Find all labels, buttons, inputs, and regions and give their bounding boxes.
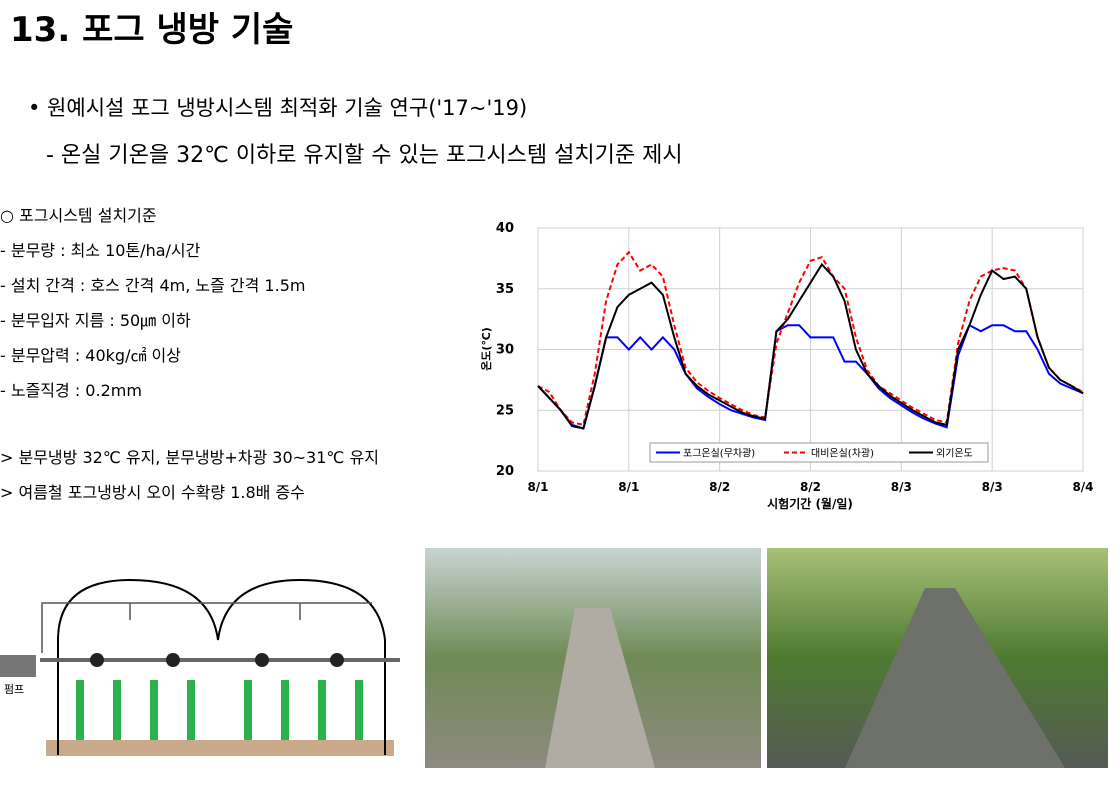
chart: 온도(℃) 시험기간 (월/일) 20 25 30 35 40 8/1 8/1 8/2 8/2 8… — [480, 221, 1094, 511]
result: > 분무냉방 32℃ 유지, 분무냉방+차광 30~31℃ 유지 — [0, 448, 379, 467]
result: > 여름철 포그냉방시 오이 수확량 1.8배 증수 — [0, 483, 305, 502]
slide-title: 13. 포그 냉방 기술 — [10, 10, 294, 50]
y-tick-label: 40 — [496, 221, 514, 236]
x-tick-label: 8/1 — [618, 480, 639, 494]
x-tick-label: 8/2 — [709, 480, 730, 494]
soil — [46, 740, 394, 756]
x-axis-title: 시험기간 (월/일) — [767, 496, 853, 511]
pump-label: 펌프 — [4, 683, 24, 696]
x-tick-label: 8/3 — [891, 480, 912, 494]
criteria-item: - 분무입자 지름 : 50㎛ 이하 — [0, 311, 191, 330]
fans — [90, 653, 344, 667]
y-tick-label: 30 — [496, 343, 514, 358]
legend-box — [649, 442, 989, 463]
x-tick-label: 8/3 — [982, 480, 1003, 494]
criteria-item: - 설치 간격 : 호스 간격 4m, 노즐 간격 1.5m — [0, 276, 306, 295]
fog-diagram: 펌프 — [0, 578, 400, 756]
photos — [425, 548, 1108, 768]
bullet: • 원예시설 포그 냉방시스템 최적화 기술 연구('17~'19) — [28, 96, 528, 120]
legend: 포그온실(무차광) 대비온실(차광) 외기온도 — [649, 442, 989, 463]
legend-label: 포그온실(무차광) — [683, 448, 755, 460]
drop-pipe — [129, 603, 301, 620]
criteria-item: - 분무압력 : 40kg/㎠ 이상 — [0, 346, 181, 365]
photo-path — [845, 588, 1065, 768]
pump — [0, 655, 36, 677]
series-line — [537, 262, 1084, 430]
x-tick-label: 8/1 — [527, 480, 548, 494]
criteria-item: - 분무량 : 최소 10톤/ha/시간 — [0, 241, 201, 260]
series-line — [537, 250, 1084, 427]
plants — [76, 680, 363, 740]
x-tick-label: 8/4 — [1072, 480, 1093, 494]
x-tick-label: 8/2 — [800, 480, 821, 494]
legend-label: 대비온실(차광) — [811, 448, 874, 460]
greenhouse-frame — [57, 578, 386, 755]
criteria-heading: ○ 포그시스템 설치기준 — [0, 206, 157, 225]
series-line — [537, 323, 1084, 430]
legend-label: 외기온도 — [936, 448, 973, 460]
supply-pipe — [41, 602, 372, 653]
sub-bullet: - 온실 기온을 32℃ 이하로 유지할 수 있는 포그시스템 설치기준 제시 — [46, 143, 683, 168]
y-tick-label: 25 — [496, 403, 514, 418]
photo-path — [545, 608, 655, 768]
criteria-item: - 노즐직경 : 0.2mm — [0, 381, 142, 400]
y-tick-label: 35 — [496, 282, 514, 297]
y-axis-title: 온도(℃) — [480, 327, 493, 371]
y-tick-label: 20 — [496, 464, 514, 479]
